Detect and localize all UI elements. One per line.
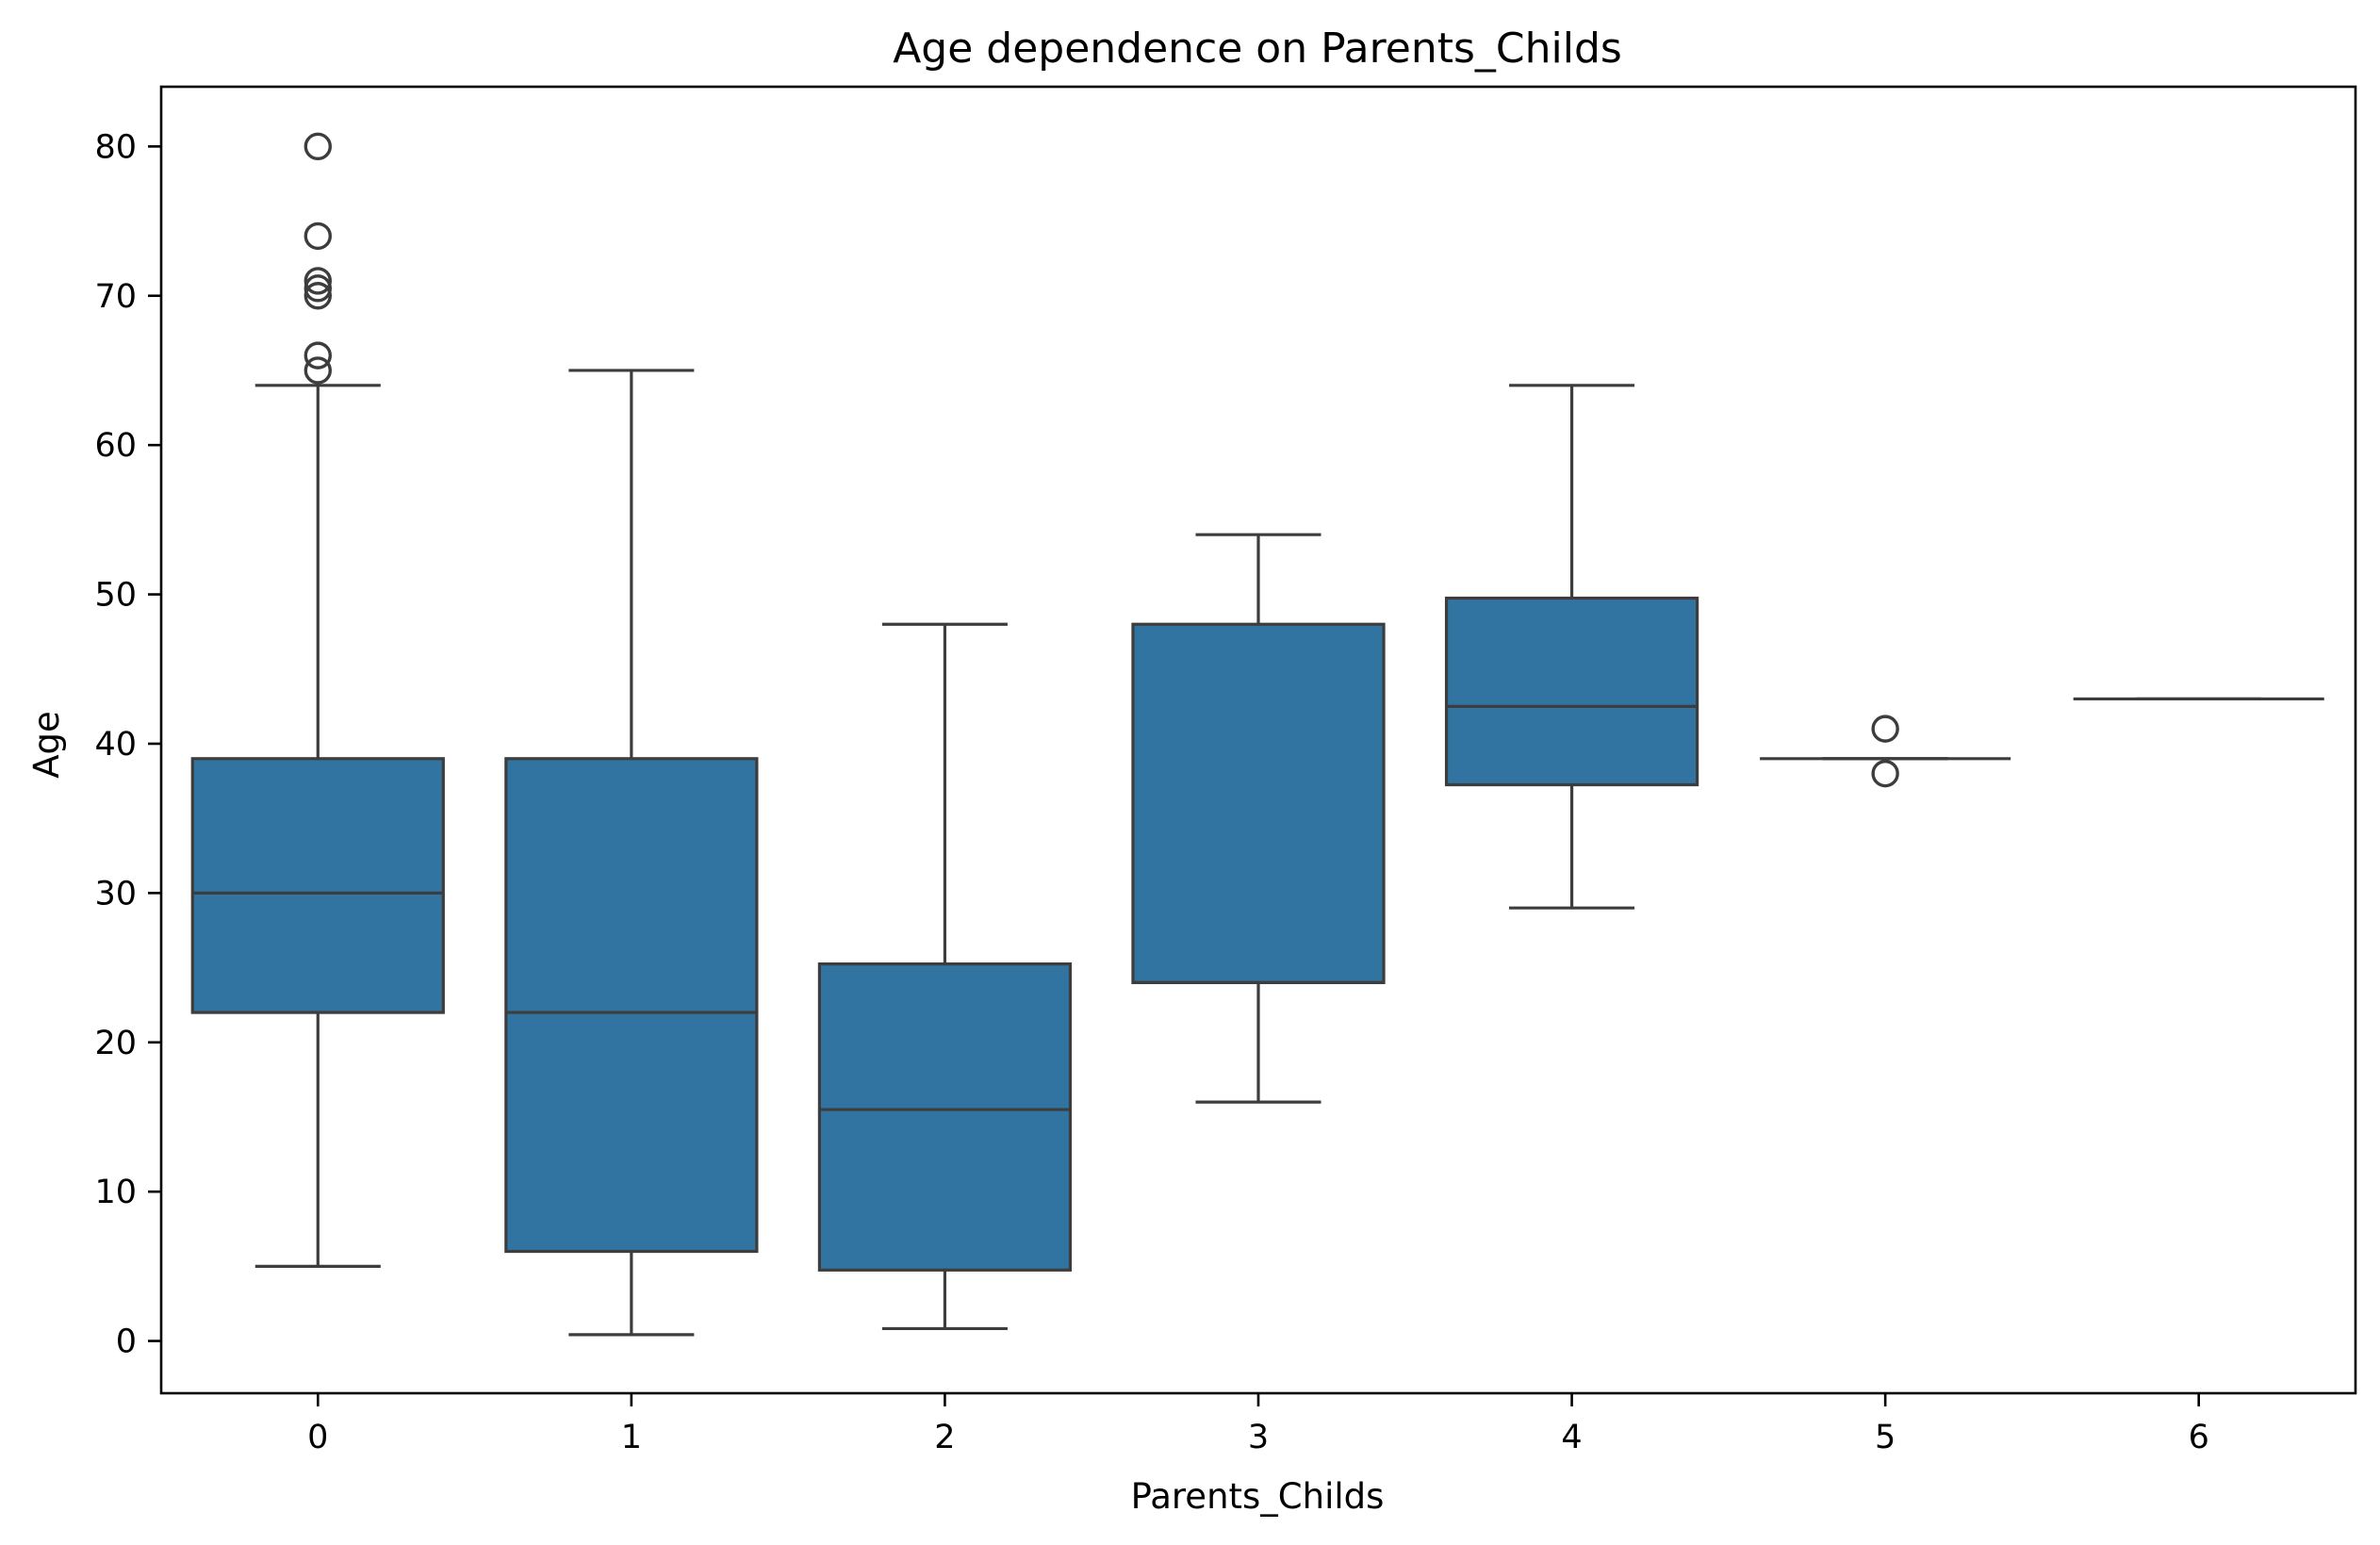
box-cat-2	[817, 962, 1073, 1272]
y-tick-label-20: 20	[94, 1025, 137, 1062]
outlier-point-cat-0-5	[304, 222, 332, 251]
x-tick-label-5: 5	[1875, 1419, 1896, 1456]
x-tick-label-2: 2	[934, 1419, 955, 1456]
chart-title: Age dependence on Parents_Childs	[893, 25, 1622, 73]
box-cat-1	[504, 757, 759, 1254]
x-tick-label-3: 3	[1248, 1419, 1269, 1456]
y-tick-label-60: 60	[94, 427, 137, 465]
x-axis-label: Parents_Childs	[1131, 1476, 1385, 1517]
box-cat-0	[190, 757, 445, 1014]
x-tick-label-1: 1	[621, 1419, 642, 1456]
outlier-point-cat-0-0	[304, 356, 332, 385]
outlier-point-cat-0-4	[304, 267, 332, 295]
plot-area: 0 10 20 30 40 50 60 70 80 0 1 2 3 4 5 6	[94, 85, 2357, 1456]
y-tick-label-0: 0	[116, 1323, 137, 1361]
x-tick-label-6: 6	[2189, 1419, 2209, 1456]
box-cat-3	[1131, 622, 1386, 984]
x-tick-label-4: 4	[1561, 1419, 1582, 1456]
outlier-point-cat-0-2	[304, 282, 332, 310]
y-tick-label-40: 40	[94, 726, 137, 764]
box-cat-4	[1444, 596, 1699, 787]
outlier-point-cat-5-1	[1871, 759, 1899, 788]
x-tick-label-0: 0	[307, 1419, 328, 1456]
outlier-point-cat-0-1	[304, 341, 332, 370]
y-tick-label-50: 50	[94, 577, 137, 615]
y-axis-label: Age	[26, 711, 67, 779]
y-tick-label-80: 80	[94, 128, 137, 166]
outlier-point-cat-0-3	[304, 274, 332, 303]
outlier-point-cat-0-6	[304, 132, 332, 161]
y-tick-label-70: 70	[94, 278, 137, 316]
y-tick-label-10: 10	[94, 1174, 137, 1211]
outlier-point-cat-5-0	[1871, 715, 1899, 743]
y-tick-label-30: 30	[94, 875, 137, 912]
